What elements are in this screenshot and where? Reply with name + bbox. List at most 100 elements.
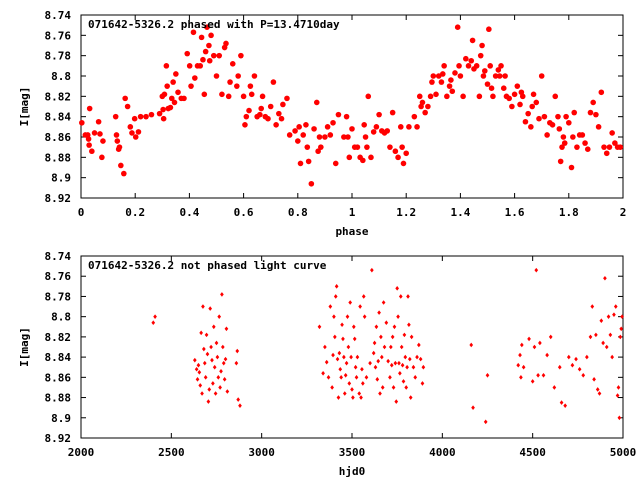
data-point [349,126,355,132]
data-point [341,134,347,140]
data-point [163,63,170,69]
data-point [496,73,503,79]
x-tick-label: 3500 [339,446,366,459]
data-point [212,364,217,370]
data-point [246,107,252,114]
data-point [364,144,370,150]
data-point [201,304,205,309]
y-axis-label: I[mag] [18,327,31,367]
data-point [219,368,223,374]
data-point [240,93,247,100]
data-point [471,405,475,410]
data-point [549,122,556,128]
x-axis-label: hjd0 [339,465,366,478]
data-point [225,389,230,394]
data-point [399,344,404,350]
data-point [168,95,175,102]
data-point [331,352,335,358]
data-point [519,342,524,348]
data-point [616,385,621,390]
data-point [377,310,381,315]
data-point [334,284,339,289]
unphased-light-curve-panel: 2000 2500 3000 3500 4000 4500 5000 8.74 8.76 8.78… [18,250,636,478]
data-point [484,81,491,87]
data-point [311,126,317,132]
data-point [429,79,435,85]
data-point [561,140,568,146]
data-point [236,397,241,402]
data-point [349,354,353,360]
data-point [541,113,548,120]
x-tick-label: 2 [620,206,627,219]
data-point [362,314,367,319]
y-tick-label: 8.74 [45,250,72,263]
data-point [362,134,369,140]
data-point [210,52,217,59]
data-point [350,387,354,392]
data-point [225,93,232,100]
data-point [359,395,363,400]
data-point [315,148,321,155]
data-point [345,134,351,140]
data-point [373,124,380,130]
data-point [209,344,213,350]
data-point [498,63,504,69]
data-point [200,56,206,63]
data-point [203,375,208,380]
data-point [606,314,611,319]
data-point [463,55,469,62]
data-point [420,381,425,386]
data-point [204,24,210,31]
data-point [188,83,194,89]
data-point [448,77,454,83]
data-point [411,113,418,120]
data-point [613,304,618,309]
data-point [416,93,423,100]
data-point [606,144,613,150]
data-point [384,128,391,134]
data-point [587,109,594,116]
data-point [238,403,242,408]
data-point [548,334,553,340]
data-point [229,61,236,67]
data-point [566,354,571,360]
data-point [534,267,539,273]
y-tick-label: 8.86 [45,371,72,384]
data-point [335,356,340,362]
data-point [555,113,561,120]
y-tick-label: 8.78 [45,50,72,63]
data-point [376,111,382,118]
data-point [190,29,197,36]
data-point [457,73,464,79]
y-tick-label: 8.76 [45,29,72,42]
data-point [536,115,542,122]
x-tick-label: 0.4 [179,206,199,219]
data-point [348,300,353,305]
data-point [79,119,85,126]
data-point [469,37,476,44]
y-tick-label: 8.82 [45,90,72,103]
data-point [175,89,181,96]
data-point [308,180,315,187]
data-point [568,164,575,171]
data-point [194,366,199,372]
data-point [500,85,507,91]
data-point [148,111,155,118]
data-point [532,344,537,350]
data-point [292,128,298,134]
data-point [235,73,241,79]
plot-title: 071642-5326.2 phased with P=13.4710day [88,18,340,31]
data-point [392,148,399,155]
data-point [560,134,567,140]
data-point [559,144,565,150]
data-point [160,106,166,113]
x-tick-label: 0 [78,206,85,219]
data-point [406,124,412,130]
x-axis-label: phase [335,225,368,238]
data-point [295,138,301,144]
data-point [399,144,405,150]
data-point [571,109,578,116]
data-point [171,99,178,106]
data-point [332,160,339,167]
